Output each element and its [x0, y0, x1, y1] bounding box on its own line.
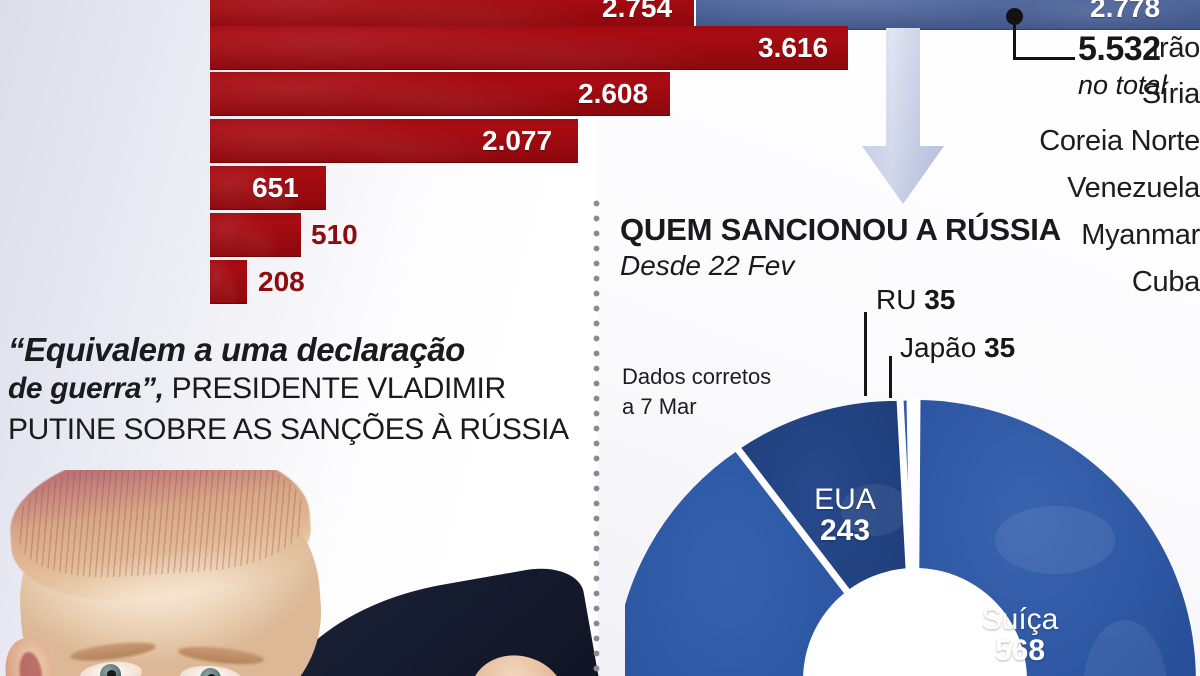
bar-segment-irao: [210, 26, 848, 70]
donut-label-japao: Japão 35: [900, 332, 1015, 364]
quote-line-2: de guerra”, PRESIDENTE VLADIMIR: [8, 369, 592, 408]
donut-label-japao-value: 35: [984, 332, 1016, 363]
bar-value-russia-blue: 2.778: [1090, 0, 1161, 23]
bar-value-russia-red: 2.754: [602, 0, 673, 23]
bar-row-irao: Irão 3.616: [0, 26, 1200, 70]
donut-center-hole: [803, 568, 1027, 676]
quote-line-2-emphasis: de guerra”,: [8, 372, 164, 405]
bar-segment-russia-red: [210, 0, 694, 30]
bar-track-siria: 2.608: [210, 72, 1200, 116]
quote-line-2-rest: PRESIDENTE VLADIMIR: [163, 372, 507, 405]
bar-label-siria: Síria: [1141, 78, 1200, 110]
bar-value-coreia-norte: 2.077: [482, 125, 553, 156]
vertical-dotted-divider: [592, 196, 601, 676]
bar-value-siria: 2.608: [578, 78, 649, 109]
bar-row-siria: Síria 2.608: [0, 72, 1200, 116]
right-panel-note-line-1: Dados corretos: [622, 364, 772, 389]
bar-label-coreia-norte: Coreia Norte: [1039, 125, 1200, 157]
portrait-pupil-left: [106, 669, 117, 676]
right-panel-title: QUEM SANCIONOU A RÚSSIA: [620, 212, 1061, 247]
leader-line-japao: [889, 356, 892, 398]
bar-row-venezuela: Venezuela 651: [0, 166, 1200, 210]
callout-total-caption: no total: [1078, 70, 1167, 100]
bar-track-myanmar: 510: [210, 213, 1200, 257]
bar-segment-myanmar: [210, 213, 301, 257]
bar-value-irao: 3.616: [758, 32, 829, 63]
bar-track-russia: 2.754 2.778: [210, 0, 1200, 30]
bar-track-cuba: 208: [210, 260, 1200, 304]
bar-track-coreia-norte: 2.077: [210, 119, 1200, 163]
bar-track-venezuela: 651: [210, 166, 1200, 210]
callout-vertical-line: [1013, 18, 1016, 60]
bar-value-venezuela: 651: [252, 172, 299, 203]
right-panel-note-line-2: a 7 Mar: [622, 394, 697, 419]
sanctions-bar-chart: Rússia 2.754 2.778 Irão 3.616 Síria 2.60…: [0, 0, 1200, 320]
bar-label-myanmar: Myanmar: [1081, 219, 1200, 251]
leader-line-ru: [864, 312, 867, 396]
bar-value-cuba: 208: [258, 266, 305, 297]
bar-segment-venezuela: [210, 166, 326, 210]
total-callout: 5.532 no total: [1006, 8, 1196, 100]
right-panel-note: Dados corretos a 7 Mar: [622, 362, 771, 422]
bar-row-cuba: Cuba 208: [0, 260, 1200, 304]
right-panel-subtitle: Desde 22 Fev: [620, 250, 795, 281]
bar-segment-russia-blue: [696, 0, 1200, 30]
donut-label-japao-name: Japão: [900, 332, 977, 363]
bar-segment-cuba: [210, 260, 247, 304]
sanctions-donut-chart: EUA 243 Suíça 568 Austrália 413 Total de…: [625, 390, 1200, 676]
bar-label-venezuela: Venezuela: [1067, 172, 1200, 204]
down-arrow-icon: [860, 28, 946, 206]
bar-row-myanmar: Myanmar 510: [0, 213, 1200, 257]
bar-row-coreia-norte: Coreia Norte 2.077: [0, 119, 1200, 163]
callout-dot-icon: [1006, 8, 1023, 25]
bar-track-irao: 3.616: [210, 26, 1200, 70]
bar-label-irao: Irão: [1151, 32, 1200, 64]
putin-quote: “Equivalem a uma declaração de guerra”, …: [8, 330, 592, 449]
bar-segment-coreia-norte: [210, 119, 578, 163]
donut-label-ru: RU 35: [876, 284, 955, 316]
bar-label-cuba: Cuba: [1131, 266, 1200, 298]
donut-label-ru-name: RU: [876, 284, 917, 315]
donut-map-texture: [841, 484, 1167, 676]
putin-portrait-image: [0, 470, 600, 676]
callout-horizontal-line: [1013, 57, 1075, 60]
callout-total-value: 5.532: [1078, 30, 1161, 68]
quote-line-3: PUTINE SOBRE AS SANÇÕES À RÚSSIA: [8, 413, 569, 446]
quote-line-1: “Equivalem a uma declaração: [8, 331, 465, 368]
donut-label-ru-value: 35: [924, 284, 956, 315]
bar-segment-siria: [210, 72, 670, 116]
donut-svg: [625, 397, 1196, 676]
bar-row-russia: Rússia 2.754 2.778: [0, 0, 1200, 30]
portrait-ear-inner: [16, 650, 45, 676]
bar-value-myanmar: 510: [311, 219, 358, 250]
